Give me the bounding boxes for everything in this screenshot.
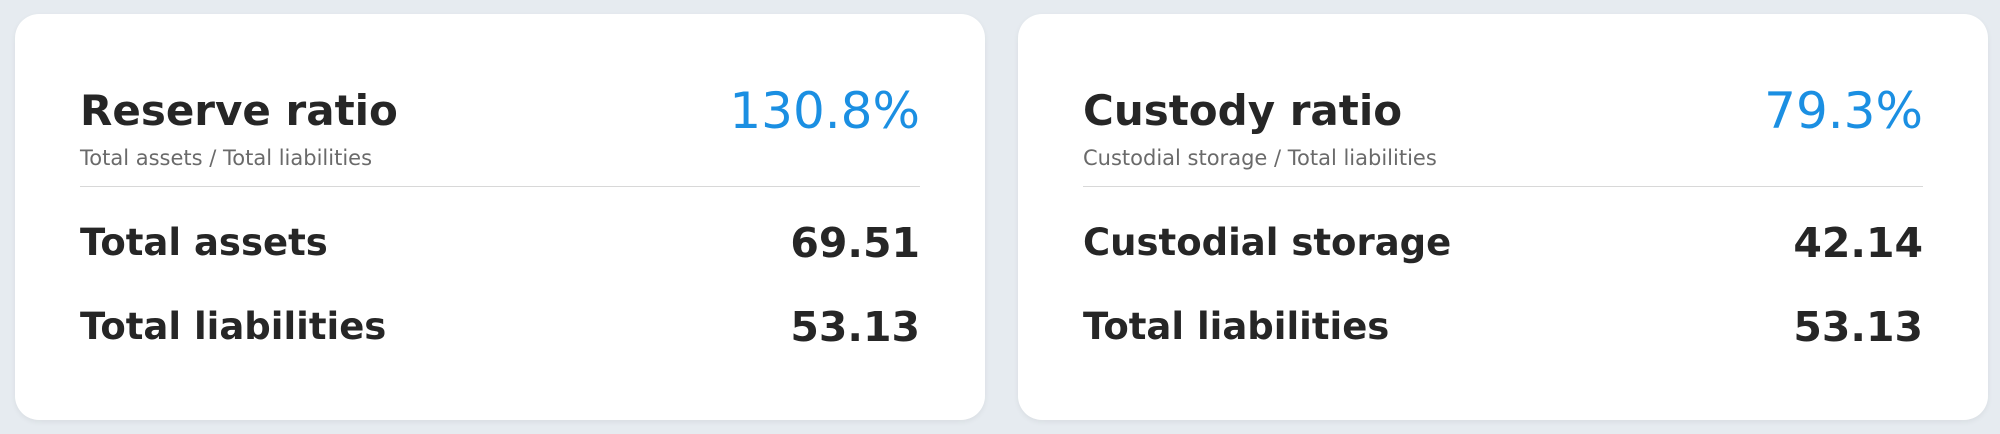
- card-subtitle: Custodial storage / Total liabilities: [1083, 146, 1437, 170]
- metric-card: Custody ratio Custodial storage / Total l…: [1018, 14, 1988, 420]
- row-label: Custodial storage: [1083, 221, 1452, 264]
- card-header: Custody ratio Custodial storage / Total l…: [1083, 14, 1923, 187]
- ratio-value: 79.3%: [1764, 82, 1923, 140]
- metric-row: Total liabilities 53.13: [1083, 271, 1923, 355]
- card-header: Reserve ratio Total assets / Total liabil…: [80, 14, 920, 187]
- row-value: 42.14: [1793, 219, 1923, 267]
- metric-card: Reserve ratio Total assets / Total liabil…: [15, 14, 985, 420]
- card-title: Reserve ratio: [80, 86, 398, 135]
- metric-row: Total assets 69.51: [80, 187, 920, 271]
- row-label: Total liabilities: [80, 305, 387, 348]
- row-value: 53.13: [790, 303, 920, 351]
- row-value: 69.51: [790, 219, 920, 267]
- row-value: 53.13: [1793, 303, 1923, 351]
- ratio-value: 130.8%: [729, 82, 920, 140]
- row-label: Total liabilities: [1083, 305, 1390, 348]
- metric-row: Total liabilities 53.13: [80, 271, 920, 355]
- card-title: Custody ratio: [1083, 86, 1403, 135]
- row-label: Total assets: [80, 221, 328, 264]
- metric-row: Custodial storage 42.14: [1083, 187, 1923, 271]
- card-subtitle: Total assets / Total liabilities: [80, 146, 373, 170]
